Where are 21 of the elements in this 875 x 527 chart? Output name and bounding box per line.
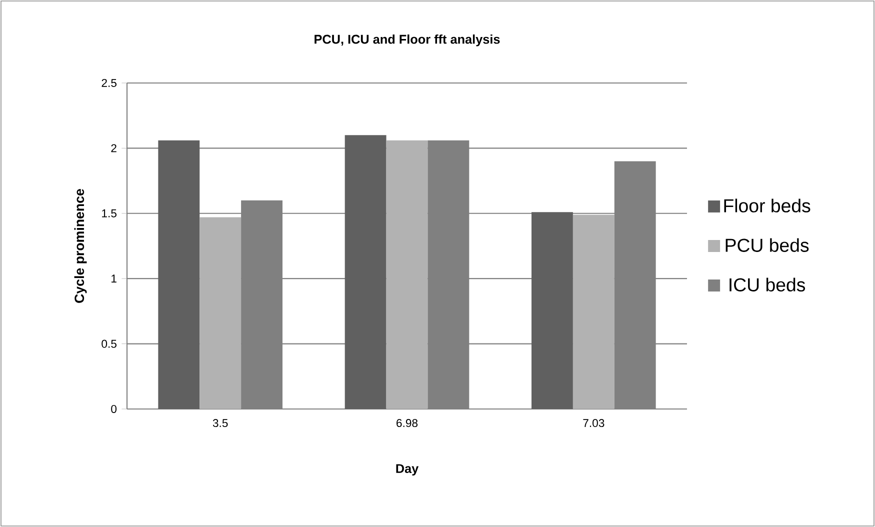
bar bbox=[200, 217, 242, 409]
chart-title: PCU, ICU and Floor fft analysis bbox=[314, 34, 500, 46]
y-tick-label: 2 bbox=[111, 144, 116, 152]
legend-label: ICU beds bbox=[730, 278, 806, 292]
x-tick-label: 6.98 bbox=[396, 419, 418, 428]
x-tick-label: 3.5 bbox=[212, 419, 228, 428]
y-tick-label: 0.5 bbox=[102, 340, 116, 348]
bar bbox=[572, 214, 614, 409]
bar bbox=[344, 135, 386, 409]
legend-label: PCU beds bbox=[726, 238, 809, 252]
bar bbox=[386, 140, 428, 409]
legend-label: Floor beds bbox=[724, 198, 810, 212]
y-tick-label: 0 bbox=[111, 404, 117, 413]
x-axis-title: Day bbox=[396, 464, 419, 476]
bar bbox=[532, 212, 573, 409]
x-tick-label: 7.03 bbox=[583, 419, 604, 428]
bar bbox=[158, 140, 200, 409]
y-tick-label: 1 bbox=[112, 274, 116, 282]
y-axis-title: Cycle prominence bbox=[74, 189, 87, 303]
y-tick-label: 2.5 bbox=[102, 78, 116, 87]
y-tick-label: 1.5 bbox=[102, 209, 116, 218]
